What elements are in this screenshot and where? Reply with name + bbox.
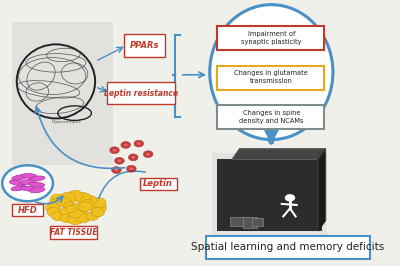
Circle shape	[60, 208, 70, 215]
Circle shape	[52, 212, 64, 221]
Circle shape	[57, 197, 71, 207]
Circle shape	[47, 207, 60, 217]
Circle shape	[92, 208, 104, 217]
FancyBboxPatch shape	[212, 153, 327, 235]
Circle shape	[50, 194, 64, 203]
FancyBboxPatch shape	[124, 34, 165, 57]
Circle shape	[92, 198, 106, 208]
Circle shape	[76, 193, 91, 204]
Text: Changes in glutamate
transmission: Changes in glutamate transmission	[234, 70, 308, 84]
Circle shape	[118, 159, 121, 162]
Circle shape	[64, 202, 75, 210]
Circle shape	[146, 153, 150, 156]
Circle shape	[80, 200, 94, 209]
Circle shape	[128, 154, 138, 161]
Text: FAT TISSUE: FAT TISSUE	[50, 228, 97, 237]
Circle shape	[60, 213, 74, 223]
Circle shape	[75, 205, 85, 212]
FancyBboxPatch shape	[107, 82, 175, 104]
Circle shape	[134, 140, 144, 147]
Text: Leptin: Leptin	[143, 179, 173, 188]
Circle shape	[68, 208, 82, 218]
Circle shape	[112, 167, 121, 173]
Ellipse shape	[30, 176, 45, 181]
Circle shape	[76, 213, 91, 223]
FancyBboxPatch shape	[217, 26, 324, 50]
Circle shape	[49, 199, 62, 208]
Polygon shape	[318, 149, 326, 231]
FancyBboxPatch shape	[50, 226, 97, 239]
Circle shape	[285, 194, 295, 202]
Circle shape	[143, 151, 153, 158]
Text: Hippocampus: Hippocampus	[52, 120, 82, 124]
Circle shape	[121, 142, 130, 148]
Circle shape	[78, 206, 88, 214]
Circle shape	[46, 202, 60, 213]
FancyBboxPatch shape	[242, 217, 257, 228]
Text: PPARs: PPARs	[130, 41, 159, 50]
FancyBboxPatch shape	[140, 178, 176, 190]
Circle shape	[66, 205, 76, 213]
Circle shape	[68, 190, 83, 201]
Circle shape	[114, 157, 124, 164]
Circle shape	[90, 202, 106, 213]
Circle shape	[131, 156, 135, 159]
Ellipse shape	[29, 182, 45, 187]
Ellipse shape	[12, 175, 27, 180]
Text: Impairment of
synaptic plasticity: Impairment of synaptic plasticity	[241, 31, 302, 45]
Circle shape	[68, 214, 83, 225]
Circle shape	[86, 212, 99, 220]
Ellipse shape	[210, 5, 333, 140]
Circle shape	[124, 144, 128, 146]
Circle shape	[84, 196, 97, 205]
Ellipse shape	[10, 180, 25, 185]
Circle shape	[59, 193, 76, 204]
Circle shape	[137, 142, 141, 145]
Circle shape	[110, 147, 119, 154]
FancyBboxPatch shape	[217, 65, 324, 90]
Ellipse shape	[21, 173, 37, 178]
Ellipse shape	[20, 186, 36, 191]
Circle shape	[113, 149, 116, 152]
FancyBboxPatch shape	[12, 22, 113, 165]
Ellipse shape	[30, 188, 45, 193]
Circle shape	[130, 167, 133, 170]
Text: Spatial learning and memory deficits: Spatial learning and memory deficits	[192, 242, 385, 252]
Text: HFD: HFD	[18, 206, 38, 214]
Text: Changes in spine
density and NCAMs: Changes in spine density and NCAMs	[239, 110, 304, 124]
Circle shape	[126, 165, 136, 172]
Ellipse shape	[11, 185, 26, 191]
Ellipse shape	[20, 180, 35, 184]
Circle shape	[70, 203, 81, 211]
Circle shape	[78, 202, 92, 211]
FancyBboxPatch shape	[252, 218, 263, 226]
Circle shape	[2, 165, 53, 201]
FancyBboxPatch shape	[230, 217, 247, 226]
FancyBboxPatch shape	[217, 105, 324, 129]
Circle shape	[114, 169, 118, 171]
FancyBboxPatch shape	[217, 159, 322, 231]
Text: Leptin resistance: Leptin resistance	[104, 89, 178, 98]
Polygon shape	[232, 149, 326, 159]
FancyBboxPatch shape	[206, 236, 370, 259]
FancyBboxPatch shape	[12, 204, 43, 216]
